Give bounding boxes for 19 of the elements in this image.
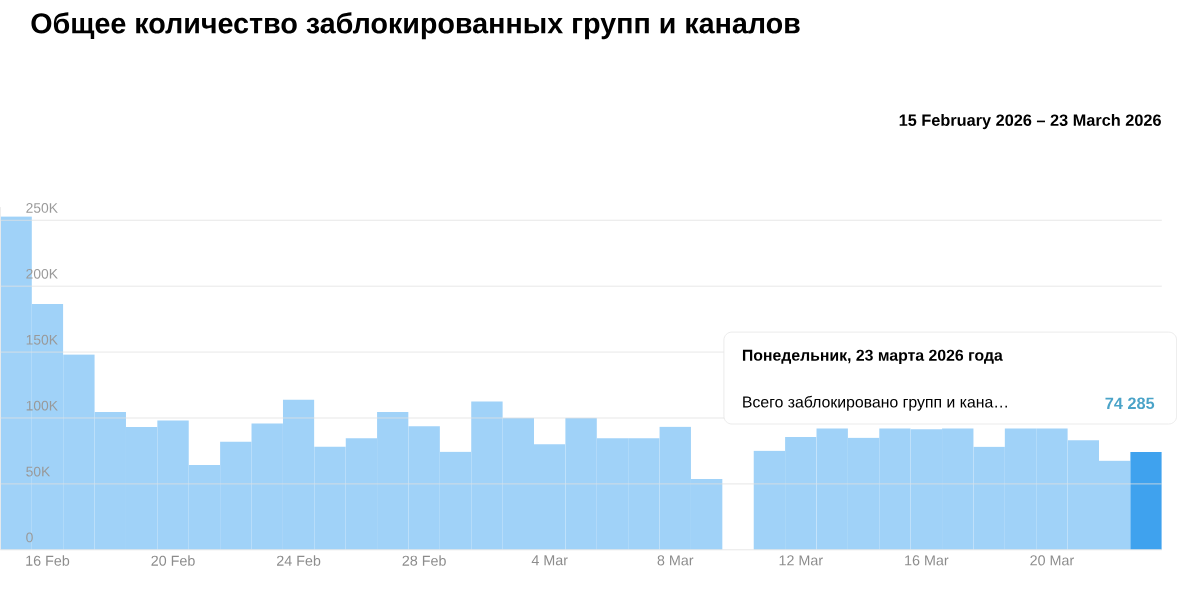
x-tick-label: 16 Mar <box>905 555 949 566</box>
annotation: Всего заблокировано групп и кана… <box>743 395 1007 411</box>
x-tick-label: 20 Mar <box>1030 555 1074 566</box>
x-tick-label: 24 Feb <box>277 555 321 566</box>
x-tick-label: 8 Mar <box>657 555 694 566</box>
data-label: 74 285 <box>1105 397 1155 409</box>
chart-subtitle: 15 February 2026 – 23 March 2026 <box>899 113 1161 130</box>
y-tick-label: 50K <box>26 466 51 477</box>
chart-title: Общее количество заблокированных групп и каналов <box>31 12 800 40</box>
x-tick-label: 16 Feb <box>26 555 70 566</box>
y-tick-label: 150K <box>26 334 58 345</box>
y-tick-label: 0 <box>26 532 33 543</box>
y-tick-label: 100K <box>26 400 58 411</box>
x-tick-label: 12 Mar <box>779 555 823 566</box>
x-tick-label: 20 Feb <box>151 555 195 566</box>
x-tick-label: 28 Feb <box>402 555 446 566</box>
y-tick-label: 250K <box>26 202 58 213</box>
annotation: Понедельник, 23 марта 2026 года <box>742 349 1003 364</box>
x-tick-label: 4 Mar <box>531 555 568 566</box>
